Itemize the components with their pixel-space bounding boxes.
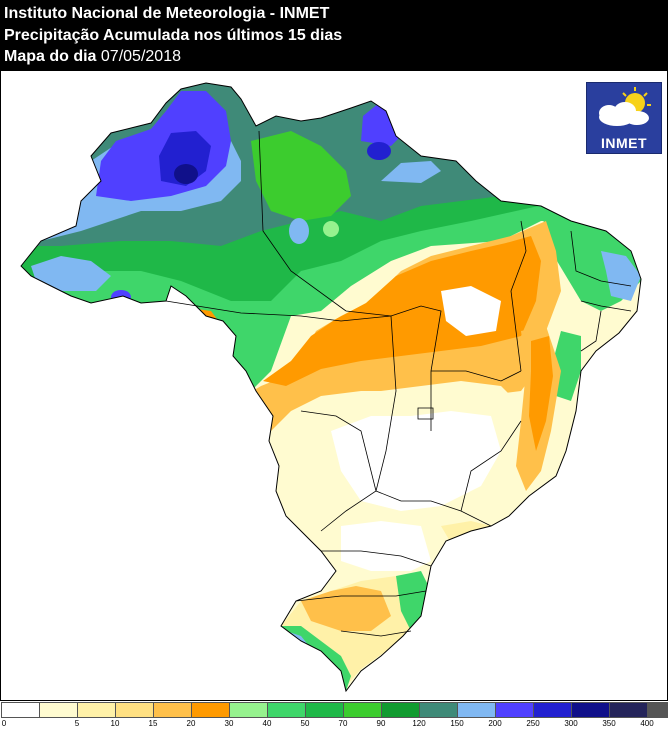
legend-swatch: [1, 702, 40, 718]
legend-tick-label: 30: [224, 719, 234, 728]
legend-swatch: [191, 702, 230, 718]
cloud-sun-icon: [599, 87, 651, 126]
legend-swatch: [381, 702, 420, 718]
legend-tick-label: 5: [74, 719, 80, 728]
legend-swatch: [115, 702, 154, 718]
legend-tick-label: 300: [564, 719, 578, 728]
legend-swatch: [153, 702, 192, 718]
precipitation-map: [1, 71, 667, 700]
legend-tick-label: 250: [526, 719, 540, 728]
map-date-label: Mapa do dia: [4, 48, 97, 65]
brazil-precipitation-map: [20, 82, 642, 693]
brazil-outline: [20, 82, 642, 693]
inmet-logo: INMET: [586, 82, 662, 154]
legend-swatch: [343, 702, 382, 718]
legend-tick-label: 50: [300, 719, 310, 728]
legend-swatch: [77, 702, 116, 718]
legend-swatches: [1, 702, 668, 718]
legend-swatch: [267, 702, 306, 718]
logo-label: INMET: [600, 135, 648, 151]
legend-tick-label: 20: [186, 719, 196, 728]
legend-swatch: [571, 702, 610, 718]
legend-swatch: [609, 702, 648, 718]
legend-tick-label: 150: [450, 719, 464, 728]
legend-tick-label: 120: [412, 719, 426, 728]
legend-tick-label: 90: [376, 719, 386, 728]
legend-swatch: [647, 702, 668, 718]
legend-swatch: [39, 702, 78, 718]
precipitation-legend: 0 5 10 15 20 30 40 50 70 90 120 150 200 250 300 350 400: [0, 701, 668, 731]
legend-tick-label: 0: [1, 719, 7, 728]
legend-swatch: [229, 702, 268, 718]
precipitation-fields: [21, 83, 641, 691]
legend-swatch: [495, 702, 534, 718]
legend-tick-label: 200: [488, 719, 502, 728]
legend-tick-label: 350: [602, 719, 616, 728]
legend-swatch: [533, 702, 572, 718]
legend-tick-label: 15: [148, 719, 158, 728]
legend-swatch: [457, 702, 496, 718]
state-borders: [165, 130, 632, 637]
product-title: Precipitação Acumulada nos últimos 15 di…: [4, 27, 343, 44]
legend-swatch: [305, 702, 344, 718]
map-date-line: Mapa do dia 07/05/2018: [4, 47, 181, 67]
map-header: Instituto Nacional de Meteorologia - INM…: [0, 0, 668, 70]
legend-tick-label: 10: [110, 719, 120, 728]
legend-tick-label: 70: [338, 719, 348, 728]
legend-tick-label: 40: [262, 719, 272, 728]
map-date-value: 07/05/2018: [100, 48, 181, 65]
legend-swatch: [419, 702, 458, 718]
institution-title: Instituto Nacional de Meteorologia - INM…: [4, 5, 330, 22]
legend-tick-label: 400: [640, 719, 654, 728]
